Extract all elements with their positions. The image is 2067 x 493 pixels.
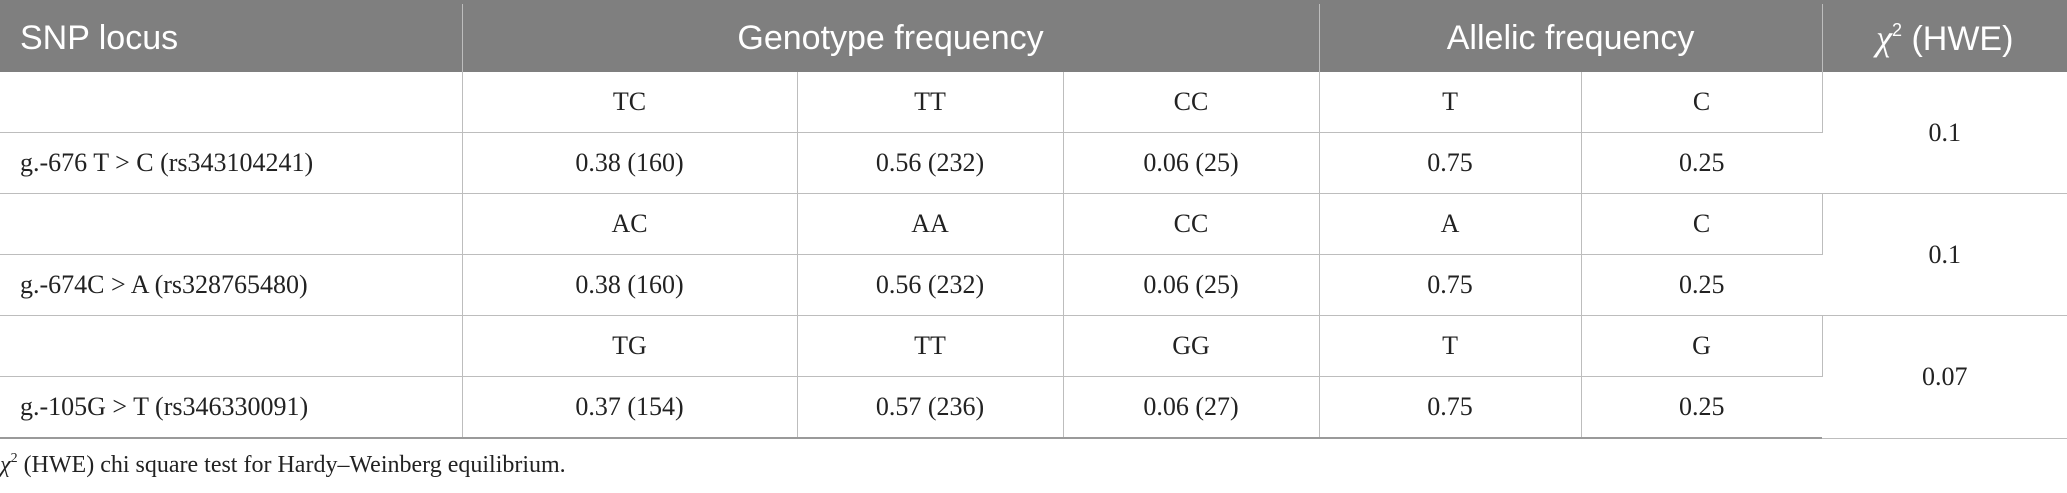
header-genotype-frequency: Genotype frequency xyxy=(462,0,1320,72)
genotype-label: TG xyxy=(462,315,798,377)
allele-value: 0.75 xyxy=(1319,254,1582,316)
genotype-label: AC xyxy=(462,193,798,255)
table-row: AC AA CC A C 0.1 xyxy=(0,193,2067,316)
chi-symbol: χ xyxy=(1876,18,1892,58)
snp-table-container: SNP locus Genotype frequency Allelic fre… xyxy=(0,0,2067,439)
allele-label: T xyxy=(1319,72,1582,133)
allele-value: 0.75 xyxy=(1319,376,1582,439)
hwe-value: 0.07 xyxy=(1822,315,2067,439)
locus-cell-empty xyxy=(0,72,463,133)
table-row: g.-676 T > C (rs343104241) 0.38 (160) 0.… xyxy=(0,132,2067,194)
genotype-label: TC xyxy=(462,72,798,133)
allele-label: G xyxy=(1581,315,1823,377)
genotype-value: 0.57 (236) xyxy=(797,376,1064,439)
allele-label: A xyxy=(1319,193,1582,255)
header-allelic-frequency: Allelic frequency xyxy=(1319,0,1823,72)
snp-locus-name: g.-674C > A (rs328765480) xyxy=(0,254,463,316)
allele-label: C xyxy=(1581,193,1823,255)
genotype-value: 0.06 (25) xyxy=(1063,132,1320,194)
allele-value: 0.25 xyxy=(1581,376,1823,439)
footnote-chi-symbol: χ xyxy=(0,452,11,478)
genotype-value: 0.06 (25) xyxy=(1063,254,1320,316)
genotype-value: 0.37 (154) xyxy=(462,376,798,439)
genotype-value: 0.38 (160) xyxy=(462,132,798,194)
chi-label: (HWE) xyxy=(1902,20,2014,58)
header-snp-locus: SNP locus xyxy=(0,0,463,72)
table-footnote: χ2 (HWE) chi square test for Hardy–Weinb… xyxy=(0,452,566,479)
allele-label: C xyxy=(1581,72,1823,133)
genotype-label: CC xyxy=(1063,72,1320,133)
table-row: g.-674C > A (rs328765480) 0.38 (160) 0.5… xyxy=(0,254,2067,316)
allele-value: 0.25 xyxy=(1581,254,1823,316)
genotype-value: 0.38 (160) xyxy=(462,254,798,316)
snp-locus-name: g.-676 T > C (rs343104241) xyxy=(0,132,463,194)
hwe-value: 0.1 xyxy=(1822,193,2067,316)
snp-locus-name: g.-105G > T (rs346330091) xyxy=(0,376,463,439)
genotype-value: 0.56 (232) xyxy=(797,254,1064,316)
locus-cell-empty xyxy=(0,315,463,377)
genotype-label: AA xyxy=(797,193,1064,255)
table-row: g.-105G > T (rs346330091) 0.37 (154) 0.5… xyxy=(0,376,2067,439)
allele-value: 0.75 xyxy=(1319,132,1582,194)
header-chi-square-hwe: χ2 (HWE) xyxy=(1822,0,2067,72)
footnote-chi-superscript: 2 xyxy=(10,451,18,466)
genotype-label: TT xyxy=(797,72,1064,133)
table-row: TC TT CC T C 0.1 xyxy=(0,72,2067,194)
genotype-value: 0.56 (232) xyxy=(797,132,1064,194)
hwe-value: 0.1 xyxy=(1822,72,2067,194)
chi-superscript: 2 xyxy=(1891,20,1902,40)
genotype-value: 0.06 (27) xyxy=(1063,376,1320,439)
table-header-row: SNP locus Genotype frequency Allelic fre… xyxy=(0,0,2067,72)
genotype-label: CC xyxy=(1063,193,1320,255)
allele-label: T xyxy=(1319,315,1582,377)
locus-cell-empty xyxy=(0,193,463,255)
allele-value: 0.25 xyxy=(1581,132,1823,194)
snp-frequency-table: SNP locus Genotype frequency Allelic fre… xyxy=(0,0,2067,439)
table-row: TG TT GG T G 0.07 xyxy=(0,315,2067,439)
footnote-text: (HWE) chi square test for Hardy–Weinberg… xyxy=(17,452,566,478)
genotype-label: GG xyxy=(1063,315,1320,377)
genotype-label: TT xyxy=(797,315,1064,377)
